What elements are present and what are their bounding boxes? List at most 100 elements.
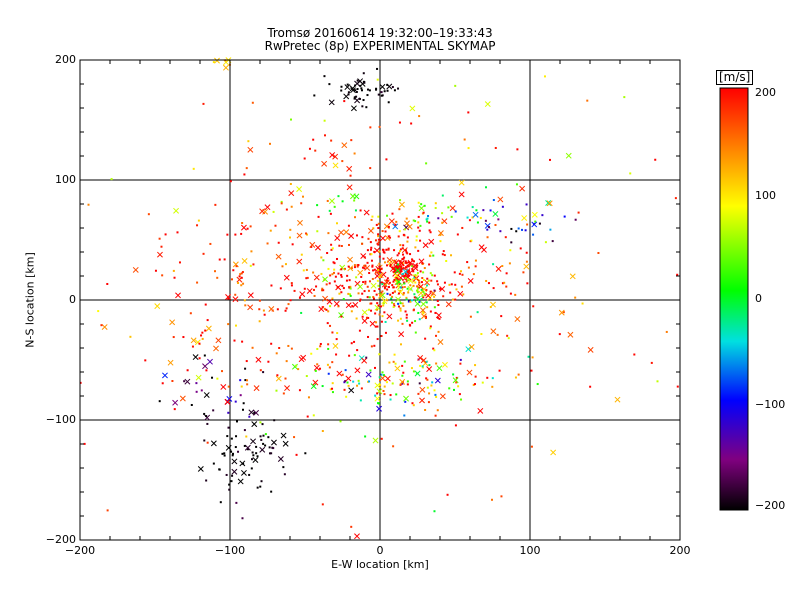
data-point [333,280,336,283]
data-point [424,294,427,297]
data-point [416,272,419,275]
data-point [270,490,273,493]
data-point [379,292,386,299]
data-point [240,232,243,235]
data-point [458,191,465,198]
data-point [377,235,380,238]
data-point [350,267,353,270]
data-point [399,378,406,385]
data-point [259,208,266,215]
data-point [374,395,381,402]
data-point [298,296,301,299]
data-point [205,369,208,372]
data-point [239,394,242,397]
data-point [393,272,400,279]
data-point [368,296,371,299]
data-point [240,284,243,287]
data-point [231,454,234,457]
data-point [550,449,557,456]
data-point [393,271,396,274]
data-point [381,248,384,251]
data-point [376,405,383,412]
data-point [264,444,267,447]
data-point [391,295,394,298]
data-point [308,147,311,150]
data-point [335,222,338,225]
data-point [368,308,371,311]
data-point [416,291,419,294]
data-point [412,219,415,222]
data-point [243,299,246,302]
data-point [335,338,338,341]
data-point [247,140,250,143]
data-point [340,245,343,248]
data-point [245,435,248,438]
data-point [353,354,356,357]
data-point [422,312,425,315]
data-point [428,238,435,245]
data-point [412,370,415,373]
data-point [364,282,367,285]
data-point [359,209,362,212]
data-point [360,387,363,390]
data-point [229,180,232,183]
data-point [517,227,520,230]
data-point [164,233,167,236]
data-point [353,266,356,269]
data-point [421,310,424,313]
data-point [241,271,244,274]
data-point [359,399,362,402]
data-point [352,380,355,383]
data-point [201,337,204,340]
data-point [372,269,375,272]
data-point [467,277,474,284]
data-point [244,379,247,382]
data-point [249,225,252,228]
data-point [402,371,405,374]
data-point [530,369,533,372]
data-point [343,388,346,391]
data-point [381,290,384,293]
data-point [243,444,246,447]
data-point [384,331,387,334]
data-point [455,288,458,291]
data-point [439,287,442,290]
data-point [405,296,408,299]
data-point [409,253,412,256]
data-point [434,311,437,314]
data-point [437,339,444,345]
data-point [383,90,386,93]
data-point [355,276,358,279]
data-point [347,265,350,268]
data-point [300,311,303,314]
data-point [182,336,185,339]
data-point [220,384,227,390]
data-point [370,259,373,262]
data-point [426,378,429,381]
data-point [267,436,270,439]
data-point [321,160,328,167]
data-point [264,433,267,436]
data-point [329,152,336,158]
data-point [255,452,258,455]
data-point [490,301,496,308]
data-point [404,310,407,313]
data-point [329,212,332,215]
data-point [333,205,336,208]
data-point [350,139,353,142]
data-point [322,289,325,292]
data-point [285,360,288,363]
data-point [419,386,426,393]
data-point [366,285,369,288]
data-point [470,239,473,242]
data-point [243,173,246,176]
data-point [421,262,424,265]
data-point [297,219,303,226]
x-tick-label: −200 [64,544,96,557]
y-tick-label: −200 [45,533,76,546]
data-point [380,373,383,376]
data-point [321,287,324,290]
data-point [110,178,113,181]
y-tick-label: 0 [69,293,76,306]
data-point [475,209,478,212]
